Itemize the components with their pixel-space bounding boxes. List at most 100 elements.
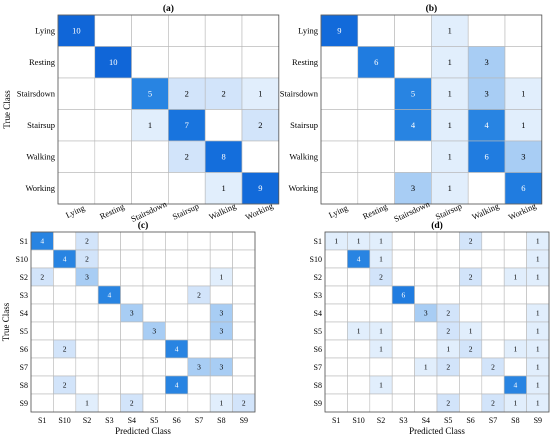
matrix-cell (391, 267, 415, 287)
x-tick-label: S7 (195, 416, 203, 425)
matrix-cell (459, 357, 483, 377)
cell-value: 4 (63, 255, 67, 264)
matrix-cell (481, 285, 505, 305)
cell-value: 1 (514, 345, 518, 354)
matrix-cell (394, 140, 432, 173)
cell-value: 9 (337, 26, 341, 36)
matrix-cell (391, 231, 415, 251)
cell-value: 3 (220, 363, 224, 372)
matrix-cell (436, 285, 460, 305)
cell-value: 3 (152, 327, 156, 336)
cell-value: 3 (130, 309, 134, 318)
matrix-cell (187, 339, 211, 359)
matrix-cell (241, 46, 280, 79)
matrix-cell (459, 303, 483, 323)
y-tick-label: S9 (314, 399, 322, 408)
matrix-cell (414, 339, 438, 359)
cell-value: 9 (258, 183, 262, 193)
cell-value: 1 (446, 345, 450, 354)
x-tick-label: S6 (466, 416, 474, 425)
matrix-cell (53, 303, 77, 323)
cell-value: 1 (357, 237, 361, 246)
cell-value: 6 (521, 183, 525, 193)
matrix-cell (187, 267, 211, 287)
matrix-cell (142, 249, 166, 269)
cell-value: 2 (85, 255, 89, 264)
cell-value: 1 (448, 26, 452, 36)
cell-value: 1 (220, 273, 224, 282)
matrix-cell (75, 285, 99, 305)
matrix-cell (131, 77, 169, 110)
matrix-cell (320, 140, 359, 173)
matrix-cell (131, 140, 169, 173)
cell-value: 1 (221, 183, 225, 193)
y-axis-label: True Class (2, 90, 12, 129)
matrix-cell (120, 357, 144, 377)
cell-value: 5 (411, 89, 415, 99)
matrix-cell (142, 375, 166, 395)
matrix-cell (94, 172, 132, 205)
x-axis-label: Predicted Class (115, 426, 171, 436)
matrix-cell (30, 339, 54, 359)
matrix-cell (30, 285, 54, 305)
matrix-cell (142, 231, 166, 251)
cell-value: 1 (379, 237, 383, 246)
cell-value: 10 (72, 26, 81, 36)
matrix-cell (165, 231, 189, 251)
x-tick-label: S4 (128, 416, 136, 425)
matrix-cell (391, 357, 415, 377)
matrix-cell (324, 321, 348, 341)
matrix-cell (57, 46, 96, 79)
matrix-cell (324, 375, 348, 395)
panel-title: (a) (163, 3, 174, 14)
matrix-cell (467, 46, 506, 79)
matrix-cell (431, 46, 469, 79)
cell-value: 1 (448, 152, 452, 162)
cell-value: 4 (175, 345, 179, 354)
cell-value: 1 (379, 255, 383, 264)
matrix-cell (467, 77, 506, 110)
cell-value: 2 (491, 399, 495, 408)
x-tick-label: S3 (399, 416, 407, 425)
matrix-cell (187, 321, 211, 341)
matrix-cell (75, 303, 99, 323)
matrix-cell (241, 140, 280, 173)
cell-value: 2 (242, 399, 246, 408)
matrix-cell (503, 303, 527, 323)
matrix-cell (57, 109, 96, 142)
cell-value: 4 (484, 120, 489, 130)
panel-c: (c) 4 2 4 2 2 3 1 4 2 3 3 3 3 2 4 3 3 2 4 1 2 1 2 S1 S10 S2 S3 S4 S5 S… (1, 220, 256, 436)
cell-value: 10 (109, 57, 118, 67)
cell-value: 1 (85, 399, 89, 408)
matrix-cell (324, 303, 348, 323)
x-axis-label: Predicted Class (409, 426, 465, 436)
cell-value: 4 (40, 237, 44, 246)
matrix-cell (394, 109, 432, 142)
matrix-cell (30, 393, 54, 413)
matrix-cell (209, 375, 233, 395)
cell-value: 2 (469, 273, 473, 282)
x-tick-label: S10 (58, 416, 70, 425)
matrix-cell (209, 339, 233, 359)
matrix-cell (357, 172, 395, 205)
matrix-cell (232, 321, 256, 341)
cell-value: 1 (424, 363, 428, 372)
y-tick-label: S5 (314, 327, 322, 336)
y-tick-label: S10 (16, 255, 28, 264)
matrix-cell (187, 393, 211, 413)
matrix-cell (481, 339, 505, 359)
matrix-cell (209, 231, 233, 251)
cell-value: 3 (220, 309, 224, 318)
matrix-cell (187, 231, 211, 251)
matrix-cell (414, 393, 438, 413)
matrix-cell (97, 231, 121, 251)
matrix-cell (481, 231, 505, 251)
cell-value: 1 (536, 255, 540, 264)
cell-value: 4 (175, 381, 179, 390)
matrix-cell (391, 339, 415, 359)
matrix-cell (459, 393, 483, 413)
matrix-cell (481, 249, 505, 269)
matrix-cell (165, 285, 189, 305)
y-tick-label: S6 (314, 345, 322, 354)
panel-title: (d) (431, 220, 443, 231)
